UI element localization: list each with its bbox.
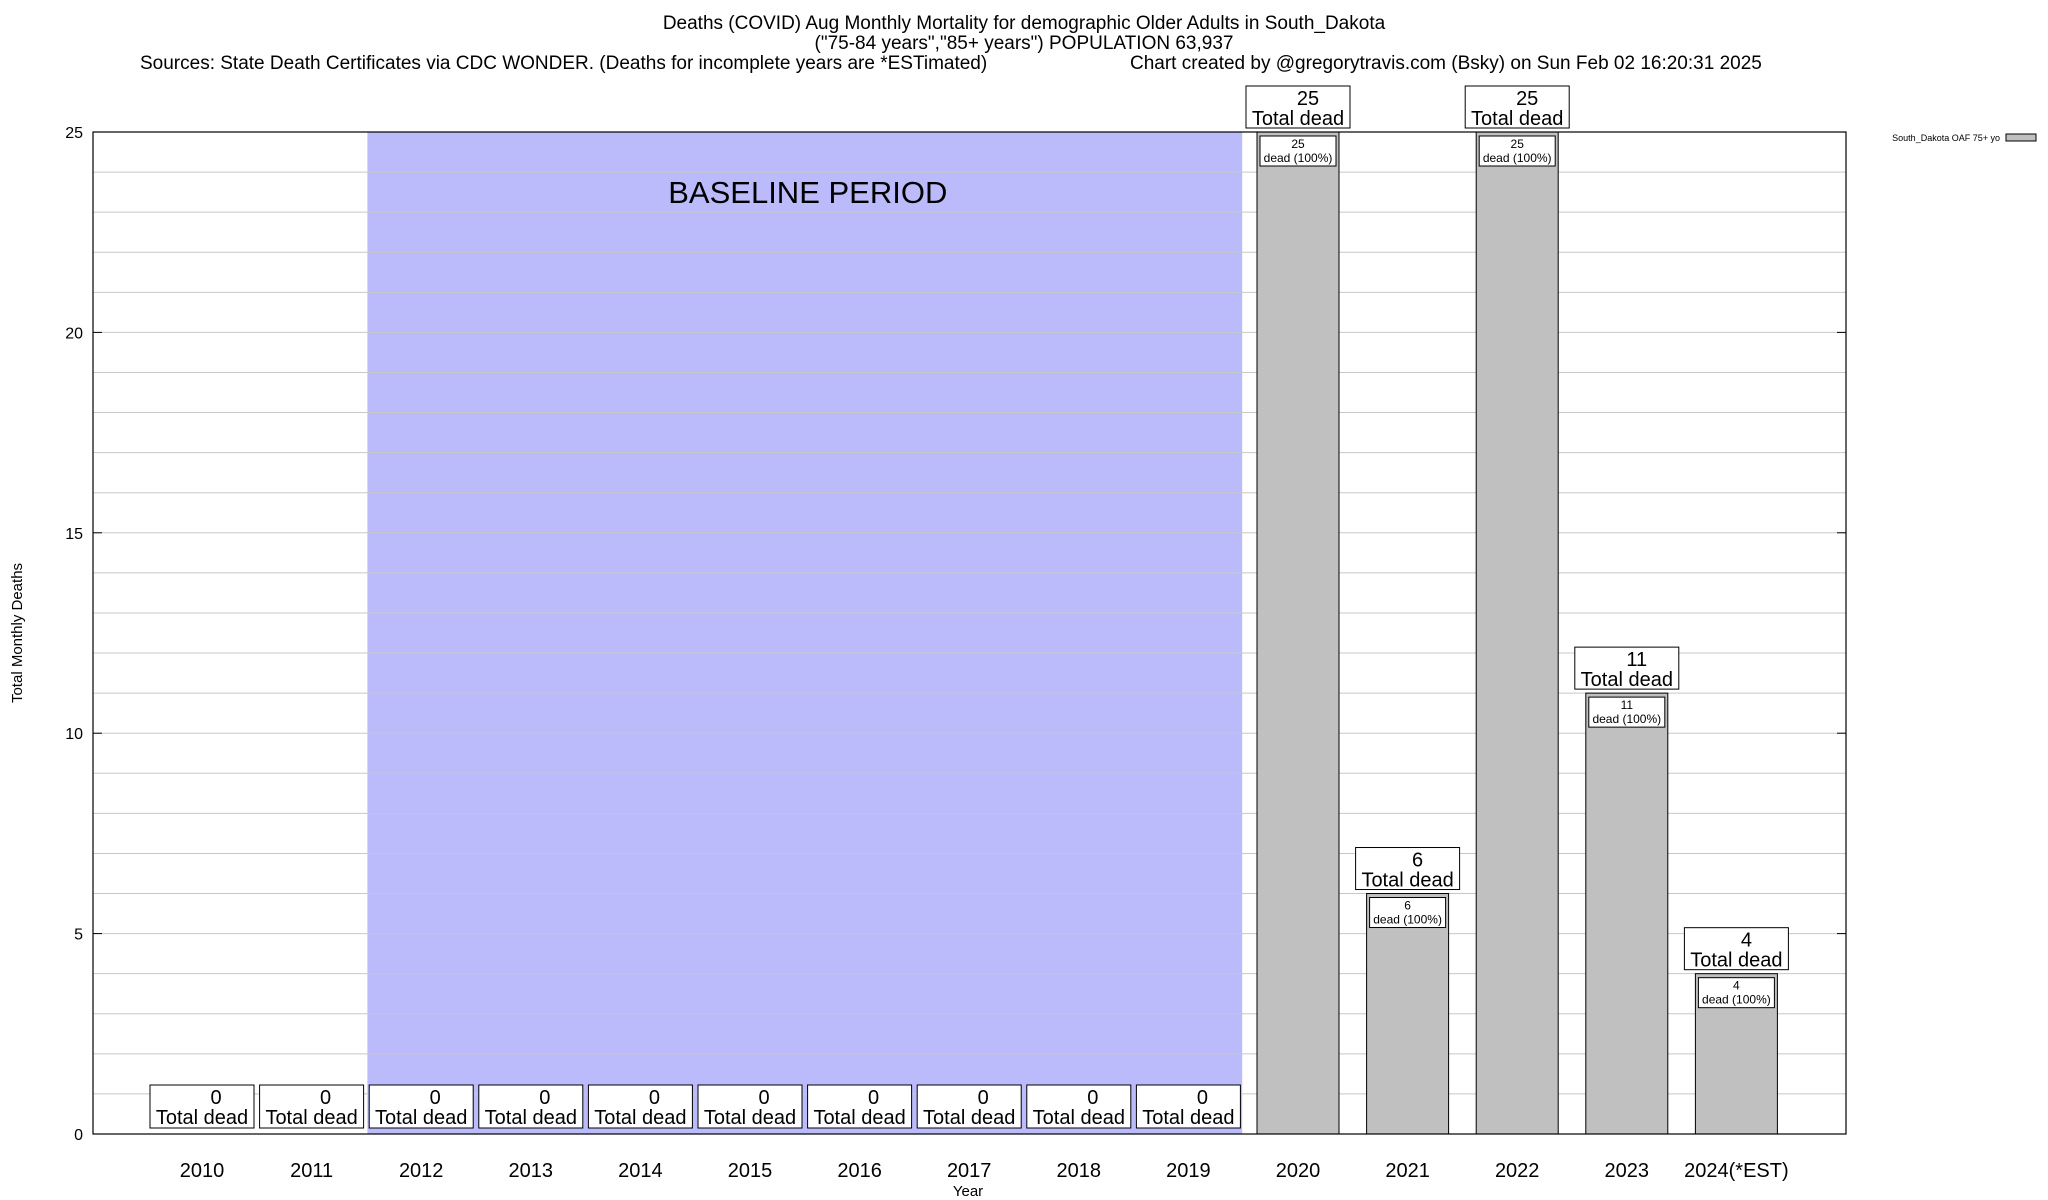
bar-total-value: 0 bbox=[1087, 1087, 1098, 1109]
legend-swatch bbox=[2005, 133, 2037, 142]
bar-inner-label-box bbox=[1259, 135, 1337, 167]
bar-total-value: 0 bbox=[978, 1087, 989, 1109]
bar-total-label: Total dead bbox=[1142, 1107, 1234, 1129]
bar-total-label-box bbox=[807, 1084, 913, 1129]
x-axis-title: Year bbox=[953, 1183, 983, 1200]
bar-total-value: 0 bbox=[210, 1087, 221, 1109]
x-tick-label: 2016 bbox=[837, 1160, 882, 1182]
bar-total-label-box bbox=[1683, 927, 1789, 971]
bar-total-value: 0 bbox=[1197, 1087, 1208, 1109]
bar-total-label-box bbox=[1355, 847, 1461, 891]
bar-total-label-box bbox=[1245, 85, 1351, 129]
bar-total-label-box bbox=[259, 1084, 365, 1129]
y-tick-label: 20 bbox=[65, 325, 83, 342]
bar-total-value: 25 bbox=[1297, 88, 1319, 110]
x-tick-label: 2015 bbox=[728, 1160, 773, 1182]
bar-total-value: 25 bbox=[1516, 88, 1538, 110]
bar-inner-percent: dead (100%) bbox=[1483, 151, 1552, 165]
x-tick-label: 2020 bbox=[1276, 1160, 1321, 1182]
bar-total-label: Total dead bbox=[265, 1107, 357, 1129]
bar-total-label: Total dead bbox=[704, 1107, 796, 1129]
bar-total-value: 0 bbox=[868, 1087, 879, 1109]
baseline-period-band bbox=[367, 132, 1243, 1134]
bar-total-value: 0 bbox=[539, 1087, 550, 1109]
bar-total-label-box bbox=[149, 1084, 255, 1129]
bar-total-label-box bbox=[368, 1084, 474, 1129]
bar-inner-value: 6 bbox=[1404, 899, 1411, 913]
bar-total-value: 6 bbox=[1412, 850, 1423, 872]
bar-total-label: Total dead bbox=[594, 1107, 686, 1129]
bar-total-label: Total dead bbox=[1361, 870, 1453, 892]
bar-total-label: Total dead bbox=[813, 1107, 905, 1129]
chart-sources: Sources: State Death Certificates via CD… bbox=[140, 53, 988, 74]
bar-inner-percent: dead (100%) bbox=[1264, 151, 1333, 165]
bar-inner-value: 25 bbox=[1291, 137, 1305, 151]
bar-total-label: Total dead bbox=[375, 1107, 467, 1129]
plot-frame bbox=[92, 131, 1847, 1135]
x-tick-label: 2023 bbox=[1605, 1160, 1650, 1182]
bar-total-label-box bbox=[1464, 85, 1570, 129]
y-axis-title: Total Monthly Deaths bbox=[9, 563, 26, 703]
bar bbox=[1256, 131, 1340, 1135]
bar bbox=[1366, 893, 1450, 1135]
x-tick-label: 2010 bbox=[180, 1160, 225, 1182]
chart-subtitle: ("75-84 years","85+ years") POPULATION 6… bbox=[814, 33, 1234, 54]
bar-inner-label-box bbox=[1697, 977, 1775, 1009]
bar-inner-percent: dead (100%) bbox=[1373, 913, 1442, 927]
bar-total-label-box bbox=[916, 1084, 1022, 1129]
y-tick-label: 10 bbox=[65, 726, 83, 743]
bar-total-label-box bbox=[1026, 1084, 1132, 1129]
bar-inner-label-box bbox=[1369, 897, 1447, 929]
bar-inner-label-box bbox=[1588, 696, 1666, 728]
x-tick-label: 2024(*EST) bbox=[1684, 1160, 1789, 1182]
y-tick-label: 15 bbox=[65, 526, 83, 543]
bar-total-label-box bbox=[1574, 646, 1680, 690]
x-tick-label: 2013 bbox=[509, 1160, 554, 1182]
bar-total-label: Total dead bbox=[156, 1107, 248, 1129]
bar-total-value: 0 bbox=[430, 1087, 441, 1109]
bar-total-label: Total dead bbox=[1033, 1107, 1125, 1129]
y-tick-label: 0 bbox=[74, 1127, 83, 1144]
bar-total-label: Total dead bbox=[1690, 950, 1782, 972]
x-tick-label: 2018 bbox=[1057, 1160, 1102, 1182]
y-tick-label: 5 bbox=[74, 927, 83, 944]
x-tick-label: 2011 bbox=[290, 1160, 333, 1182]
x-tick-label: 2021 bbox=[1385, 1160, 1430, 1182]
bar-total-label: Total dead bbox=[1252, 108, 1344, 130]
bar-inner-percent: dead (100%) bbox=[1592, 712, 1661, 726]
bar-inner-value: 25 bbox=[1511, 137, 1525, 151]
bar-total-value: 0 bbox=[320, 1087, 331, 1109]
x-tick-label: 2014 bbox=[618, 1160, 663, 1182]
bar-total-label-box bbox=[478, 1084, 584, 1129]
chart-credit: Chart created by @gregorytravis.com (Bsk… bbox=[1130, 53, 1762, 74]
bar-total-label-box bbox=[697, 1084, 803, 1129]
x-tick-label: 2022 bbox=[1495, 1160, 1540, 1182]
chart-title: Deaths (COVID) Aug Monthly Mortality for… bbox=[662, 13, 1386, 34]
bar-inner-label-box bbox=[1478, 135, 1556, 167]
bar-inner-percent: dead (100%) bbox=[1702, 993, 1771, 1007]
bar-inner-value: 4 bbox=[1733, 979, 1740, 993]
bar-total-value: 4 bbox=[1741, 930, 1752, 952]
bar-total-label-box bbox=[1135, 1084, 1241, 1129]
x-tick-label: 2019 bbox=[1166, 1160, 1211, 1182]
bar bbox=[1585, 692, 1669, 1135]
bar-inner-value: 11 bbox=[1621, 698, 1634, 712]
bar-total-label-box bbox=[587, 1084, 693, 1129]
x-tick-label: 2017 bbox=[947, 1160, 992, 1182]
bar-total-label: Total dead bbox=[1581, 669, 1673, 691]
x-tick-label: 2012 bbox=[399, 1160, 444, 1182]
bar-total-value: 0 bbox=[649, 1087, 660, 1109]
bar-total-value: 0 bbox=[758, 1087, 769, 1109]
bar-total-label: Total dead bbox=[923, 1107, 1015, 1129]
bar-total-value: 11 bbox=[1626, 649, 1647, 671]
bar-total-label: Total dead bbox=[485, 1107, 577, 1129]
bar bbox=[1475, 131, 1559, 1135]
bar-total-label: Total dead bbox=[1471, 108, 1563, 130]
legend-label: South_Dakota OAF 75+ yo bbox=[1892, 133, 2000, 143]
baseline-period-label: BASELINE PERIOD bbox=[668, 175, 947, 210]
y-tick-label: 25 bbox=[65, 125, 83, 142]
